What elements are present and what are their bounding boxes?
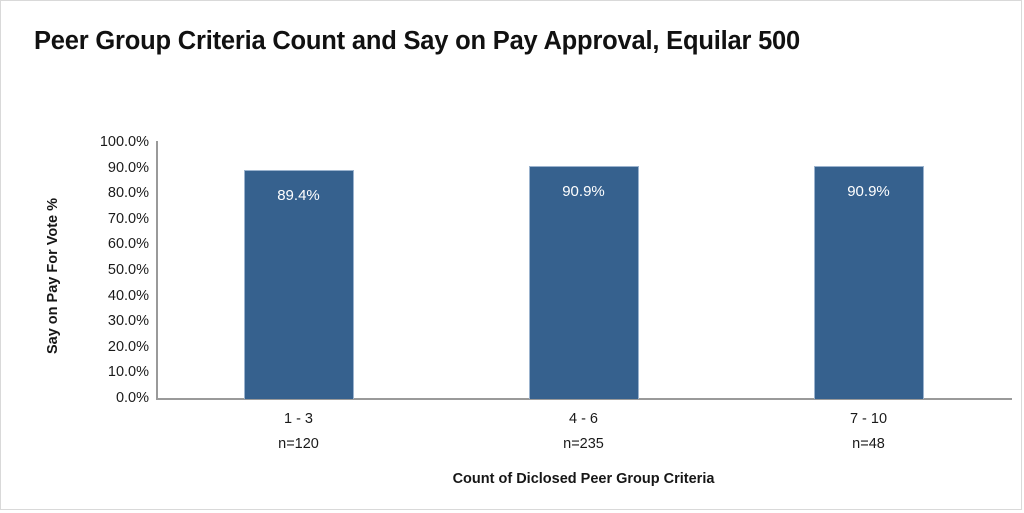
y-axis-tick-label: 50.0%	[107, 262, 149, 278]
y-axis-tick-label: 0.0%	[115, 390, 149, 406]
y-axis-tick-label: 70.0%	[107, 210, 149, 227]
x-axis-category-label: 7 - 10 n=48	[759, 407, 979, 457]
category-sample-size: n=235	[563, 436, 604, 452]
y-axis-tick-label: 100.0%	[99, 134, 149, 150]
y-axis-line	[156, 141, 158, 399]
bar-value-label: 90.9%	[562, 183, 605, 201]
bar-value-label: 89.4%	[277, 187, 320, 205]
y-axis-tick-label: 20.0%	[107, 338, 149, 355]
y-axis-tick-label: 80.0%	[107, 185, 149, 202]
bar: 90.9%	[528, 166, 639, 399]
y-axis-tick-label: 40.0%	[107, 287, 149, 304]
category-range: 7 - 10	[849, 411, 888, 427]
category-range: 4 - 6	[568, 411, 598, 427]
y-axis-tick-label: 90.0%	[107, 159, 149, 176]
y-axis-tick-labels: 100.0% 90.0% 80.0% 70.0% 60.0% 50.0% 40.0% 30.0…	[55, 1, 149, 513]
category-range: 1 - 3	[283, 411, 313, 427]
x-axis-title: Count of Diclosed Peer Group Criteria	[452, 471, 715, 487]
category-sample-size: n=120	[278, 436, 319, 452]
plot-area: 89.4% 90.9% 90.9%	[156, 142, 1011, 399]
bar-value-label: 90.9%	[847, 183, 890, 201]
chart-title: Peer Group Criteria Count and Say on Pay…	[34, 27, 801, 55]
x-axis-category-label: 1 - 3 n=120	[189, 407, 409, 457]
category-sample-size: n=48	[852, 436, 885, 452]
x-axis-line	[156, 398, 1012, 400]
bar: 90.9%	[813, 166, 924, 399]
bar: 89.4%	[243, 170, 354, 399]
y-axis-tick-label: 60.0%	[107, 236, 149, 253]
y-axis-tick-label: 10.0%	[107, 364, 149, 381]
y-axis-tick-label: 30.0%	[107, 313, 149, 330]
x-axis-category-label: 4 - 6 n=235	[474, 407, 694, 457]
